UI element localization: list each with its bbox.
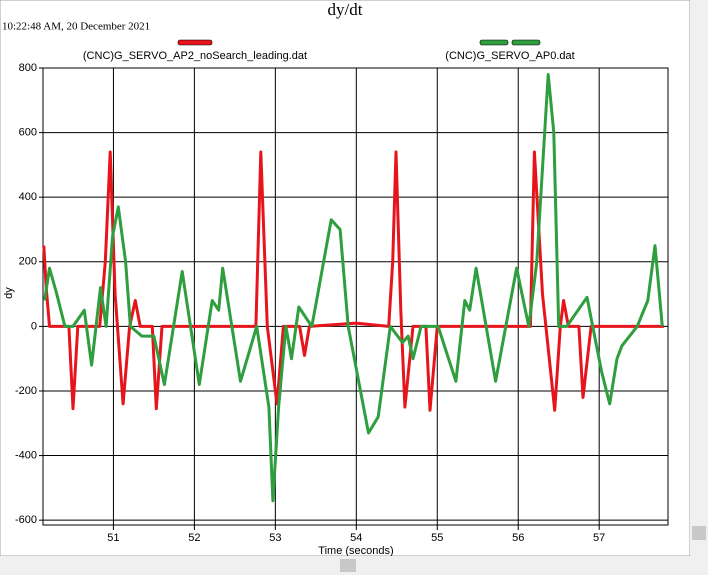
x-tick-label: 57 [593,532,605,544]
legend-label: (CNC)G_SERVO_AP2_noSearch_leading.dat [83,50,307,62]
x-tick-label: 53 [269,532,281,544]
timestamp: 10:22:48 AM, 20 December 2021 [2,21,150,33]
x-tick-label: 54 [350,532,362,544]
plot-area [42,67,669,526]
y-tick-label: 800 [19,62,37,74]
y-tick-label: 200 [19,256,37,268]
scroll-thumb[interactable] [340,559,356,572]
legend-label: (CNC)G_SERVO_AP0.dat [445,50,574,62]
y-tick-label: -400 [15,449,37,461]
x-axis-label: Time (seconds) [318,545,393,557]
data-line [42,150,664,412]
y-tick-label: 600 [19,126,37,138]
chart-title: dy/dt [328,0,363,19]
y-tick-label: -200 [15,385,37,397]
y-tick-label: 0 [31,320,37,332]
vertical-scrollbar[interactable] [690,0,708,556]
x-tick-label: 52 [188,532,200,544]
y-tick-label: -600 [15,514,37,526]
legend-swatch [177,39,213,46]
x-tick-label: 51 [107,532,119,544]
legend-swatch [479,39,509,46]
x-tick-label: 56 [512,532,524,544]
data-line [43,73,664,503]
scroll-thumb[interactable] [692,526,706,540]
x-tick-label: 55 [431,532,443,544]
y-tick-label: 400 [19,191,37,203]
legend-swatch [511,39,541,46]
y-axis-label: dy [3,287,15,299]
